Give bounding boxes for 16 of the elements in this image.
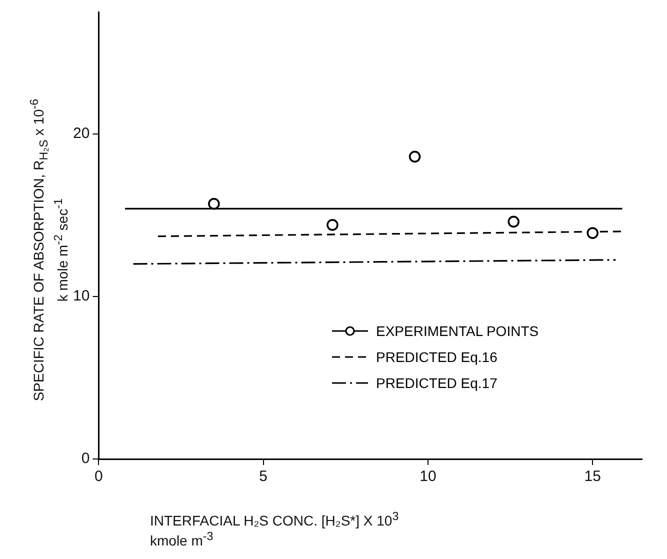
point <box>326 219 338 231</box>
point <box>508 216 520 228</box>
x-tick-label: 15 <box>584 468 601 486</box>
y-tick-label: 10 <box>72 288 90 305</box>
point <box>408 150 421 163</box>
point <box>586 227 599 239</box>
x-tick-label: 5 <box>259 468 268 486</box>
x-tick-label: 10 <box>420 468 436 486</box>
legend-label: PREDICTED Eq.17 <box>376 375 498 391</box>
legend-label: PREDICTED Eq.16 <box>376 349 498 365</box>
x-tick-label: 0 <box>94 468 103 486</box>
point <box>208 198 220 210</box>
y-tick-label: 20 <box>72 125 90 142</box>
legend-label: EXPERIMENTAL POINTS <box>376 323 539 339</box>
text: INTERFACIAL H₂S CONC. [H₂S*] X 10$^{3}$ kmole m$^{-3}$ <box>150 510 399 549</box>
y-tick-label: 0 <box>81 450 90 468</box>
